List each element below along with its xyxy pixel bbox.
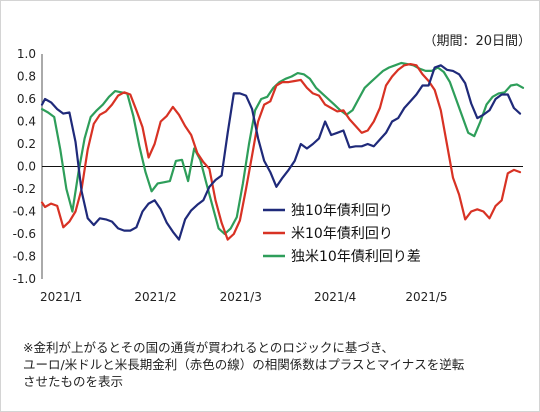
y-tick-label: 0.0 [17, 160, 36, 174]
y-tick-label: 0.8 [17, 70, 36, 84]
series-line-3 [40, 61, 525, 236]
legend-label: 独米10年債利回り差 [291, 249, 421, 265]
x-axis-tick-labels: 2021/1 2021/2 2021/3 2021/4 2021/5 [40, 290, 448, 304]
y-tick-label: -0.2 [13, 182, 36, 196]
x-tick-label: 2021/5 [405, 290, 447, 304]
footnote-line-2: ユーロ/米ドルと米長期金利（赤色の線）の相関係数はプラスとマイナスを逆転 [23, 357, 465, 372]
axes [41, 54, 523, 279]
series-line-2 [40, 62, 522, 241]
y-tick-label: 0.4 [17, 115, 36, 129]
x-tick-label: 2021/2 [134, 290, 176, 304]
y-tick-label: 0.6 [17, 92, 36, 106]
period-note: （期間：20日間） [423, 34, 531, 49]
x-tick-label: 2021/3 [220, 290, 262, 304]
footnote: ※金利が上がるとその国の通貨が買われるとのロジックに基づき、 ユーロ/米ドルと米… [23, 339, 533, 390]
x-tick-label: 2021/1 [40, 290, 82, 304]
series-line-1 [40, 64, 522, 241]
y-tick-label: -0.8 [13, 250, 36, 264]
y-axis-tick-labels: 1.0 0.8 0.6 0.4 0.2 0.0 -0.2 -0.4 -0.6 -0.8 -1.0 [13, 47, 36, 286]
legend-label: 独10年債利回り [291, 203, 393, 219]
footnote-line-1: ※金利が上がるとその国の通貨が買われるとのロジックに基づき、 [23, 340, 394, 355]
x-tick-label: 2021/4 [314, 290, 356, 304]
y-tick-label: -0.4 [13, 205, 36, 219]
y-tick-label: 0.2 [17, 137, 36, 151]
legend-label: 米10年債利回り [291, 226, 393, 242]
series-lines [40, 61, 525, 241]
y-tick-label: -1.0 [13, 272, 36, 286]
y-tick-label: -0.6 [13, 227, 36, 241]
footnote-line-3: させたものを表示 [23, 374, 124, 389]
y-tick-label: 1.0 [17, 47, 36, 61]
